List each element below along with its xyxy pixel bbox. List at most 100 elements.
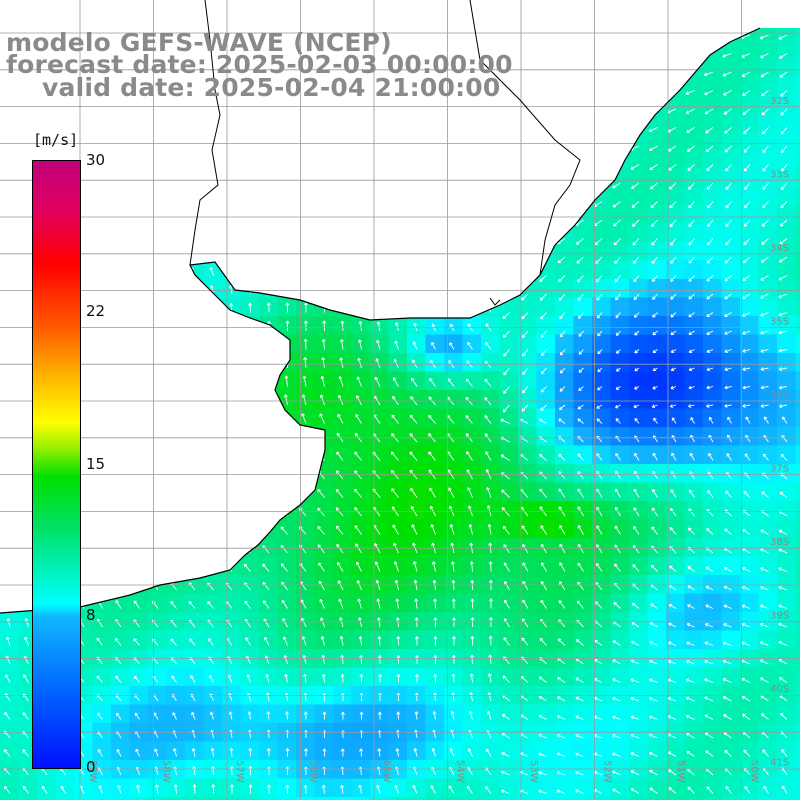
wind-arrow <box>262 563 270 572</box>
wind-arrow <box>688 256 695 264</box>
wind-arrow <box>97 580 103 591</box>
wind-cell <box>55 778 75 798</box>
wind-cell <box>425 408 445 428</box>
wind-arrow <box>300 138 307 147</box>
wind-cell <box>666 131 685 150</box>
wind-cell <box>148 334 167 354</box>
wind-cell <box>0 464 19 483</box>
wind-cell <box>610 316 630 335</box>
wind-arrow <box>317 488 325 498</box>
wind-arrow <box>597 367 603 373</box>
wind-arrow <box>172 285 177 295</box>
wind-arrow <box>396 191 401 202</box>
wind-cell <box>92 260 112 280</box>
wind-cell <box>388 149 408 169</box>
wind-arrow <box>559 525 566 535</box>
wind-arrow <box>244 138 251 147</box>
wind-cell <box>518 408 537 428</box>
wind-arrow <box>394 340 399 350</box>
wind-cell <box>536 630 556 650</box>
wind-arrow <box>688 219 695 228</box>
wind-arrow <box>557 715 566 720</box>
wind-cell <box>0 427 19 446</box>
wind-arrow <box>282 431 288 443</box>
wind-cell <box>703 760 722 779</box>
wind-arrow <box>722 659 732 665</box>
wind-arrow <box>596 470 603 480</box>
wind-arrow <box>374 561 381 572</box>
wind-cell <box>777 371 796 391</box>
wind-arrow <box>228 284 233 295</box>
wind-arrow <box>723 732 732 739</box>
wind-arrow <box>358 617 362 628</box>
wind-cell <box>758 667 778 687</box>
wind-arrow <box>742 529 751 535</box>
wind-cell <box>666 575 685 594</box>
wind-arrow <box>486 505 492 517</box>
wind-arrow <box>281 581 288 591</box>
wind-arrow <box>706 349 714 353</box>
wind-cell <box>55 797 75 800</box>
wind-cell <box>703 667 722 687</box>
wind-cell <box>592 464 611 483</box>
wind-arrow <box>227 248 233 258</box>
wind-arrow <box>375 137 381 147</box>
wind-arrow <box>320 174 325 184</box>
wind-arrow <box>391 414 399 424</box>
wind-arrow <box>339 192 344 202</box>
wind-cell <box>777 408 796 428</box>
wind-cell <box>92 353 112 372</box>
wind-cell <box>259 149 278 169</box>
wind-arrow <box>652 349 658 354</box>
wind-arrow <box>433 192 438 202</box>
wind-cell <box>536 186 556 206</box>
wind-cell <box>481 408 500 428</box>
wind-cell <box>740 408 759 428</box>
wind-arrow <box>393 561 399 572</box>
wind-arrow <box>742 293 751 299</box>
wind-arrow <box>486 285 492 295</box>
wind-cell <box>629 575 648 594</box>
wind-cell <box>610 575 630 594</box>
wind-arrow <box>266 375 271 387</box>
wind-arrow <box>208 674 214 683</box>
wind-cell <box>536 279 556 298</box>
wind-arrow <box>538 752 547 757</box>
wind-arrow <box>246 674 251 683</box>
wind-cell <box>166 704 186 724</box>
wind-cell <box>518 464 537 483</box>
wind-cell <box>148 205 167 224</box>
wind-cell <box>592 741 611 761</box>
wind-cell <box>185 205 204 224</box>
wind-arrow <box>575 789 584 794</box>
wind-cell <box>777 427 796 446</box>
wind-arrow <box>302 654 307 665</box>
wind-arrow <box>377 636 382 646</box>
wind-cell <box>629 464 648 483</box>
wind-arrow <box>300 120 307 128</box>
wind-cell <box>370 575 389 594</box>
wind-cell <box>462 279 482 298</box>
wind-cell <box>721 797 741 800</box>
wind-arrow <box>631 602 640 609</box>
wind-arrow <box>725 786 732 794</box>
wind-cell <box>499 501 519 520</box>
wind-cell <box>111 279 130 298</box>
wind-cell <box>259 797 278 800</box>
wind-cell <box>795 186 800 206</box>
wind-cell <box>684 445 704 465</box>
wind-cell <box>148 501 167 520</box>
wind-cell <box>795 334 800 354</box>
wind-cell <box>795 57 800 76</box>
wind-cell <box>610 482 630 502</box>
wind-arrow <box>415 636 419 646</box>
wind-arrow <box>666 90 677 95</box>
wind-arrow <box>263 157 270 165</box>
wind-arrow <box>115 600 122 609</box>
wind-cell <box>647 427 667 446</box>
wind-cell <box>703 778 722 798</box>
wind-cell <box>166 427 186 446</box>
wind-cell <box>92 482 112 502</box>
wind-arrow <box>649 622 658 628</box>
wind-arrow <box>171 525 177 535</box>
